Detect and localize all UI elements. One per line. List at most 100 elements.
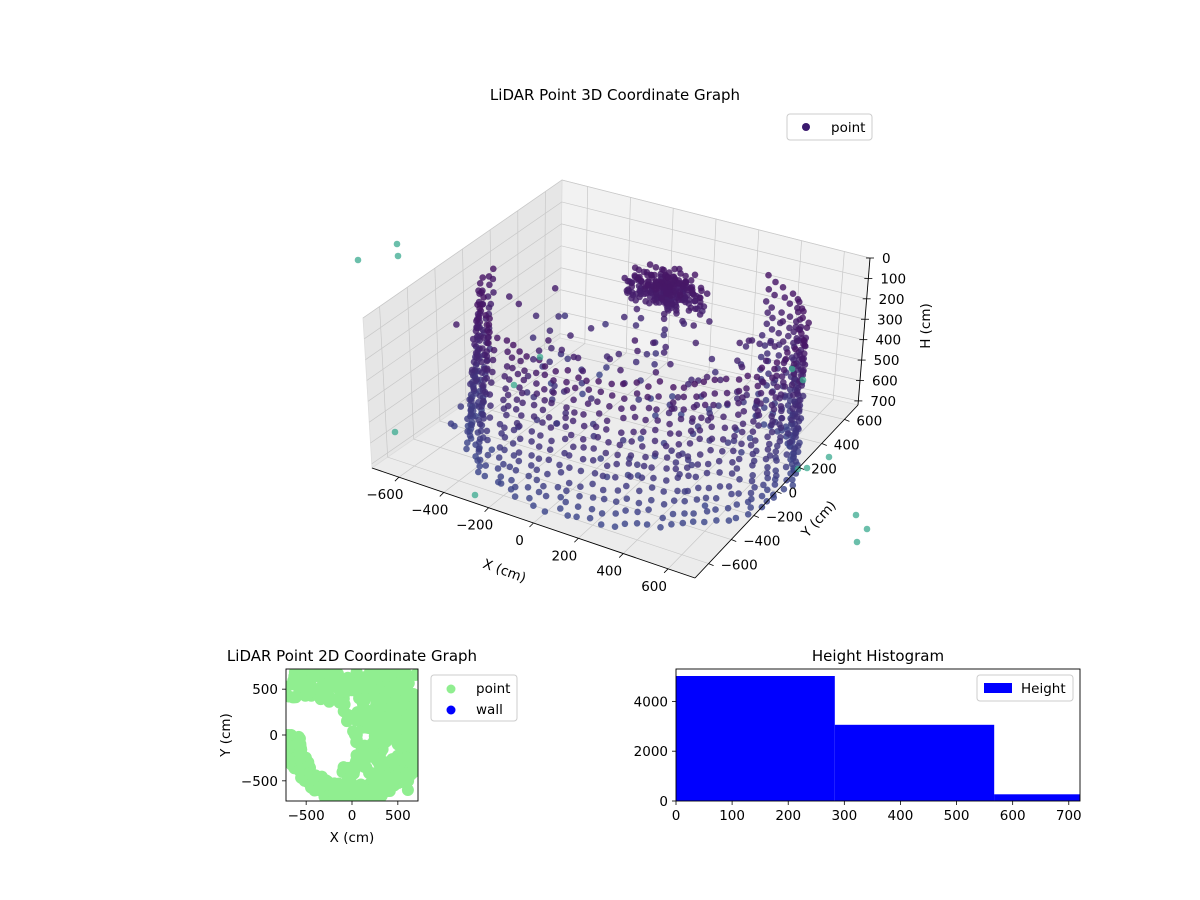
x-tick-3d	[484, 507, 489, 513]
point-3d-marker	[637, 435, 645, 442]
point-3d-marker	[570, 396, 577, 404]
point-3d-marker	[687, 304, 695, 312]
point-3d-marker	[786, 313, 794, 321]
point-3d-marker	[758, 492, 766, 500]
point-3d-marker	[580, 422, 588, 430]
y-axis-label-2d: Y (cm)	[218, 713, 234, 758]
point-3d-marker	[599, 486, 607, 494]
point-3d-marker	[700, 391, 708, 398]
point-3d-marker	[762, 396, 770, 404]
ticks-3d: −600 −400 −200 0 200 400 600 −600 −400 −200 0 200 40…	[366, 251, 906, 595]
point-3d-marker	[716, 483, 724, 490]
point-3d-marker	[516, 422, 523, 430]
point-3d-marker	[556, 461, 563, 469]
point-3d-marker	[541, 371, 549, 379]
point-3d-marker	[485, 333, 492, 341]
point-3d-marker	[545, 337, 552, 344]
point-3d-marker	[548, 344, 555, 352]
point-3d-marker	[537, 432, 544, 439]
point-3d-marker	[670, 384, 677, 391]
point-3d-marker	[677, 270, 684, 277]
point-3d-marker	[788, 416, 795, 424]
point-3d-marker	[638, 474, 646, 482]
legend-marker-height	[984, 683, 1012, 693]
point-3d-marker	[773, 457, 780, 464]
point-3d-marker	[767, 339, 774, 347]
point-3d-marker	[533, 390, 541, 398]
point-3d-marker	[542, 492, 550, 500]
plot-2d-title: LiDAR Point 2D Coordinate Graph	[227, 647, 477, 665]
point-3d-marker	[783, 451, 791, 458]
point-3d-marker	[546, 358, 553, 366]
point-3d-marker	[756, 340, 763, 348]
point-3d-marker	[786, 300, 794, 308]
point-3d-marker	[774, 383, 781, 391]
point-3d-marker	[624, 289, 631, 297]
y-tick-label-3d: −200	[766, 510, 803, 526]
point-3d-marker	[511, 483, 519, 491]
grid-line-x	[443, 197, 631, 493]
point-3d-marker	[447, 420, 455, 428]
point-3d-marker	[744, 498, 752, 506]
point-3d-marker	[634, 275, 642, 283]
point-3d-marker	[564, 367, 572, 374]
histogram-bar	[676, 676, 835, 801]
y-tick-label-3d: 0	[789, 486, 798, 502]
point-3d-marker	[529, 334, 537, 342]
point-3d-marker	[668, 447, 675, 455]
point-3d-marker	[777, 424, 785, 432]
point-3d-marker	[779, 318, 787, 325]
point-3d-marker	[606, 403, 613, 410]
point-3d-marker	[613, 460, 620, 468]
x-tick-label-hist: 400	[888, 808, 914, 824]
point-3d-marker	[463, 445, 470, 453]
point-3d-marker	[800, 337, 808, 344]
point-2d-marker	[337, 761, 350, 774]
point-3d-marker	[608, 392, 616, 399]
point-3d-marker	[707, 446, 714, 454]
point-3d-marker	[480, 294, 487, 301]
point-3d-marker	[614, 487, 622, 494]
point-3d-marker	[591, 470, 599, 477]
point-3d-marker	[663, 477, 670, 484]
point-3d-marker	[735, 387, 743, 395]
point-3d-marker	[551, 382, 558, 390]
x-tick-3d	[618, 553, 624, 558]
point-3d-marker	[717, 376, 724, 384]
point-3d-marker	[733, 501, 741, 508]
point-3d-marker	[746, 434, 754, 442]
point-3d-marker	[494, 465, 502, 472]
point-3d-marker	[660, 488, 667, 495]
point-3d-marker	[484, 451, 492, 459]
histogram-bars	[676, 676, 1080, 801]
point-3d-marker	[636, 487, 643, 495]
point-2d-marker	[402, 717, 415, 730]
point-3d-marker	[793, 337, 801, 345]
point-3d-marker	[640, 428, 647, 436]
y-tick-3d	[753, 515, 760, 518]
point-3d-marker	[792, 458, 800, 465]
point-3d-marker	[764, 486, 771, 494]
point-2d-marker	[303, 686, 315, 699]
point-3d-marker	[570, 443, 577, 451]
point-3d-marker	[771, 291, 778, 299]
point-3d-marker	[705, 484, 713, 492]
point-3d-marker	[625, 460, 633, 467]
point-3d-marker	[480, 334, 487, 341]
point-3d-marker	[623, 482, 630, 490]
point-3d-marker	[565, 479, 573, 487]
point-3d-marker	[631, 337, 639, 344]
point-3d-outlier	[536, 353, 544, 361]
point-3d-marker	[735, 399, 742, 407]
x-tick-3d	[439, 492, 445, 497]
point-2d-marker	[375, 770, 388, 783]
point-3d-marker	[799, 314, 806, 322]
point-3d-marker	[579, 367, 587, 375]
point-3d-marker	[680, 393, 688, 401]
point-2d-marker	[297, 674, 310, 687]
point-3d-marker	[630, 428, 637, 436]
point-3d-marker	[484, 436, 491, 444]
point-3d-marker	[652, 350, 660, 357]
point-3d-marker	[758, 364, 766, 372]
point-3d-marker	[518, 412, 525, 419]
